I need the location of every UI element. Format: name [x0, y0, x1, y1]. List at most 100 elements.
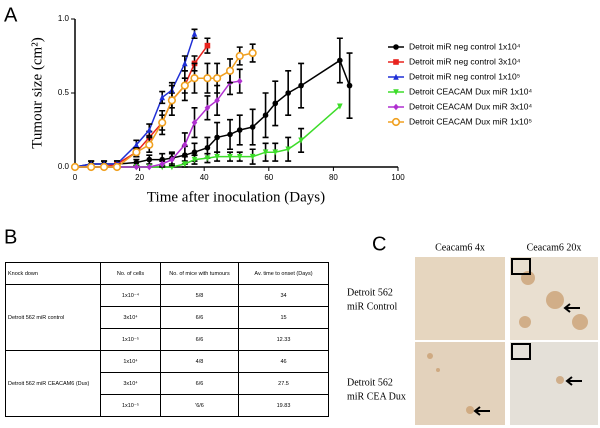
table-row: 1x10⁻⁵ 6/6 12.33 — [6, 328, 329, 351]
panel-label: B — [4, 226, 17, 248]
point — [227, 131, 233, 138]
point — [146, 156, 153, 163]
point — [214, 153, 220, 160]
point — [204, 42, 211, 49]
point — [272, 100, 279, 107]
image — [415, 257, 505, 340]
point — [190, 74, 199, 83]
stain — [427, 271, 588, 414]
table-cell: 1x10⁻⁵ — [100, 328, 161, 351]
y-tick-label: 0.5 — [58, 88, 70, 97]
row-label: Detroit 562 — [347, 377, 393, 388]
table-cell: 27.5 — [238, 372, 329, 395]
inset-box — [511, 258, 531, 275]
table-cell: 12.33 — [238, 328, 329, 351]
arrow — [473, 406, 490, 416]
point — [204, 144, 211, 151]
table-row: Detroit 562 miR CEACAM6 (Dux) 1x10⁴ 4/8 46 — [5, 350, 329, 417]
series-line — [74, 33, 196, 168]
micrographs — [415, 257, 598, 425]
point — [133, 141, 140, 148]
arrow — [565, 376, 582, 386]
panel-label: C — [372, 233, 386, 255]
column-label: Ceacam6 4x — [435, 242, 485, 253]
legend-marker — [393, 59, 399, 65]
y-axis-label: Tumour size (cm²) — [29, 37, 45, 148]
legend-marker — [393, 103, 399, 111]
table-row: Detroit 562 miR control 1x10⁻⁴ 5/8 34 — [5, 284, 329, 351]
point — [337, 57, 343, 64]
point — [87, 162, 96, 172]
point — [182, 141, 188, 149]
table-cell: 1x10⁻⁴ — [100, 284, 161, 307]
y-tick-label: 1.0 — [58, 14, 70, 23]
legend-label: Detroit miR neg control 1x10⁴ — [409, 41, 521, 51]
point — [191, 119, 198, 126]
point — [169, 156, 175, 163]
table-cell: No. of mice with tumours — [160, 262, 239, 285]
table-cell: 3x10⁴ — [100, 372, 161, 395]
inset-box — [511, 343, 531, 360]
point — [167, 96, 176, 105]
point — [236, 153, 243, 160]
table-cell: '6/6 — [160, 394, 239, 417]
point — [191, 30, 198, 37]
point — [133, 163, 140, 171]
point — [236, 77, 243, 85]
point — [337, 103, 343, 110]
point — [235, 51, 244, 61]
point — [145, 140, 154, 149]
point — [112, 162, 122, 172]
table-row: 3x10⁴ 6/6 27.5 — [6, 372, 329, 395]
x-tick-label: 80 — [329, 173, 338, 182]
point — [227, 153, 233, 160]
point — [159, 160, 166, 168]
point — [214, 134, 220, 141]
table-cell: 6/6 — [160, 328, 239, 351]
x-axis-label: Time after inoculation (Days) — [147, 189, 325, 205]
table-cell: 6/6 — [160, 372, 239, 395]
legend-marker — [393, 44, 399, 50]
table-cell: Detroit 562 miR control — [5, 284, 101, 351]
point — [298, 137, 304, 144]
x-tick-label: 60 — [264, 173, 273, 182]
table-cell: 1x10⁻⁵ — [100, 394, 161, 417]
table: Knock down No. of cells No. of mice with t… — [5, 262, 329, 417]
image — [510, 342, 598, 425]
point — [249, 153, 256, 160]
legend-label: Detroit CEACAM Dux miR 1x10⁴ — [409, 86, 533, 96]
point — [248, 48, 257, 58]
point — [99, 162, 109, 172]
row-label: Detroit 562 — [347, 287, 393, 298]
table-cell: 34 — [238, 284, 329, 307]
x-tick-label: 40 — [200, 173, 209, 182]
table-cell: 4/8 — [160, 350, 239, 373]
x-tick-label: 100 — [391, 173, 405, 182]
table-cell: 15 — [238, 306, 329, 329]
x-tick-label: 0 — [73, 173, 78, 182]
column-label: Ceacam6 20x — [527, 242, 582, 253]
table-cell: Detroit 562 miR CEACAM6 (Dux) — [5, 350, 101, 417]
row-label: miR CEA Dux — [347, 391, 406, 402]
point — [225, 66, 235, 75]
point — [70, 162, 80, 172]
point — [204, 104, 211, 112]
legend-label: Detroit miR neg control 3x10⁴ — [409, 56, 521, 66]
point — [262, 149, 269, 156]
table-cell: Av. time to onset (Days) — [238, 262, 329, 285]
point — [249, 124, 256, 130]
table-cell: No. of cells — [100, 262, 161, 285]
arrow — [563, 303, 580, 313]
legend-label: Detroit CEACAM Dux miR 1x10⁵ — [409, 116, 532, 126]
table-row: 3x10⁴ 6/6 15 — [6, 306, 329, 329]
legend-label: Detroit CEACAM Dux miR 3x10⁴ — [409, 101, 533, 111]
point — [146, 163, 153, 171]
point — [262, 112, 269, 118]
point — [214, 97, 220, 104]
point — [180, 81, 189, 90]
table-cell: 5/8 — [160, 284, 239, 307]
table-cell: 3x10⁴ — [100, 306, 161, 329]
table-cell: 19.83 — [238, 394, 329, 417]
